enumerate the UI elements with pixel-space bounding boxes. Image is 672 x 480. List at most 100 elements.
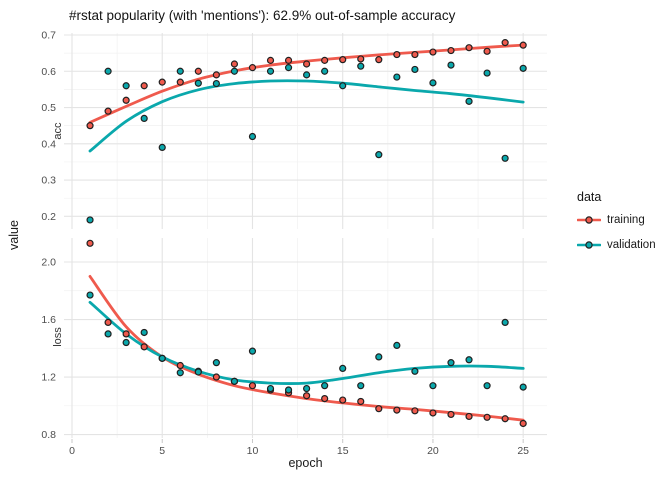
data-point-training (357, 397, 365, 406)
facet-strip-loss: loss (52, 327, 64, 347)
data-point-training (266, 56, 275, 64)
data-point-training (375, 405, 383, 413)
data-point-validation (357, 382, 365, 390)
y-tick-label: 0.7 (41, 29, 56, 41)
data-point-validation (212, 79, 220, 88)
data-point-validation (393, 73, 401, 81)
data-point-training (212, 71, 220, 79)
data-point-training (104, 318, 112, 326)
data-point-training (447, 46, 455, 55)
data-point-training (339, 396, 347, 404)
data-point-validation (519, 64, 527, 72)
data-point-validation (303, 384, 311, 393)
legend-label-validation: validation (607, 239, 656, 251)
y-tick-label: 0.8 (41, 429, 56, 441)
data-point-training (375, 56, 383, 64)
legend-key-training-icon (577, 216, 601, 224)
data-point-validation (411, 367, 419, 375)
y-tick-label: 2.0 (41, 257, 56, 269)
data-point-validation (303, 71, 311, 79)
data-point-validation (86, 291, 94, 299)
data-point-training (501, 39, 509, 47)
data-point-validation (248, 132, 257, 141)
data-point-training (104, 107, 112, 115)
data-point-training (411, 50, 419, 59)
data-point-validation (339, 364, 347, 373)
legend: data training validation (563, 190, 656, 263)
data-point-validation (230, 67, 239, 75)
y-tick-label: 1.2 (41, 372, 56, 384)
data-point-training (519, 41, 527, 49)
data-point-validation (321, 382, 329, 390)
legend-key-validation-icon (577, 241, 601, 249)
data-point-training (465, 44, 473, 52)
y-tick-label: 0.6 (41, 66, 56, 78)
data-point-validation (104, 67, 112, 75)
data-point-validation (140, 114, 148, 122)
chart-title: #rstat popularity (with 'mentions'): 62.… (69, 8, 456, 23)
data-point-validation (86, 216, 94, 224)
data-point-validation (483, 382, 491, 390)
x-axis-title: epoch (288, 456, 323, 470)
data-point-validation (284, 386, 293, 394)
data-point-training (483, 47, 491, 55)
data-point-training (230, 60, 239, 68)
x-tick-label: 5 (159, 445, 165, 457)
data-point-validation (104, 330, 112, 338)
data-point-training (429, 409, 437, 417)
data-point-validation (465, 97, 473, 105)
y-tick-label: 0.4 (41, 138, 56, 150)
data-point-training (158, 78, 166, 86)
data-point-training (140, 82, 148, 90)
data-point-validation (501, 318, 509, 326)
data-point-validation (266, 384, 275, 393)
facet-strip-acc: acc (52, 122, 64, 140)
x-tick-label: 10 (247, 445, 259, 457)
data-point-training (248, 64, 257, 72)
y-tick-label: 0.2 (41, 211, 56, 223)
data-point-validation (501, 154, 509, 162)
data-point-validation (284, 64, 293, 72)
data-point-training (321, 395, 329, 403)
data-point-training (393, 406, 401, 414)
data-point-validation (375, 151, 383, 159)
x-tick-label: 20 (427, 445, 439, 457)
data-point-training (303, 60, 311, 68)
data-point-validation (194, 368, 202, 376)
data-point-training (176, 78, 184, 86)
y-tick-label: 0.5 (41, 102, 56, 114)
data-point-validation (393, 341, 401, 350)
smooth-line-training (88, 43, 525, 124)
data-point-training (86, 239, 94, 247)
data-point-validation (194, 79, 202, 87)
data-point-training (140, 343, 148, 351)
data-point-validation (248, 347, 257, 355)
data-point-training (248, 382, 257, 390)
data-point-training (212, 373, 220, 381)
data-point-validation (266, 67, 275, 75)
data-point-validation (375, 353, 383, 361)
data-point-validation (176, 369, 184, 377)
legend-entry-training: training (577, 213, 656, 227)
data-point-validation (411, 65, 419, 74)
data-point-training (465, 412, 473, 421)
y-tick-label: 1.6 (41, 314, 56, 326)
data-point-training (411, 407, 419, 415)
data-point-training (122, 330, 130, 338)
data-point-validation (429, 382, 437, 390)
data-point-training (321, 56, 329, 64)
data-point-training (447, 410, 455, 419)
smooth-line-validation (88, 79, 525, 153)
data-point-validation (140, 328, 148, 337)
data-point-validation (519, 383, 527, 391)
data-point-training (122, 96, 130, 104)
data-point-validation (176, 67, 184, 75)
data-point-validation (357, 62, 365, 70)
legend-entry-validation: validation (577, 238, 656, 252)
data-point-validation (447, 359, 455, 367)
data-point-training (483, 413, 491, 421)
data-point-training (339, 56, 347, 64)
data-point-training (284, 56, 293, 64)
